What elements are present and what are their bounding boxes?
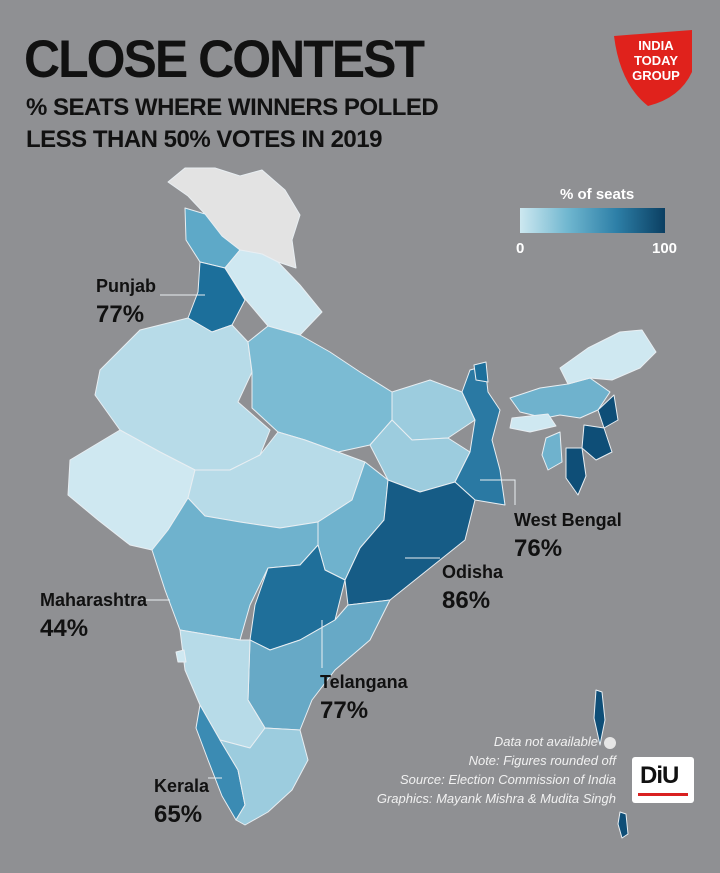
callout-value: 77% bbox=[320, 697, 369, 724]
legend-title: % of seats bbox=[560, 186, 635, 203]
callout-maharashtra: Maharashtra 44% bbox=[40, 590, 147, 643]
legend-max-label: 100 bbox=[652, 240, 678, 257]
region-odisha bbox=[344, 479, 476, 606]
legend-min-label: 0 bbox=[516, 240, 525, 257]
india-today-logo: INDIA TODAY GROUP bbox=[614, 30, 692, 106]
callout-state: West Bengal bbox=[514, 510, 622, 530]
logo-line-1: INDIA bbox=[638, 38, 674, 53]
region-bihar bbox=[391, 379, 476, 441]
diu-logo: DiU bbox=[632, 757, 694, 803]
region-meghalaya bbox=[509, 413, 557, 433]
footnotes: Data not available Note: Figures rounded… bbox=[377, 732, 616, 808]
graphics-credit: Graphics: Mayank Mishra & Mudita Singh bbox=[376, 791, 616, 806]
region-arunachal bbox=[559, 329, 657, 385]
region-goa bbox=[175, 649, 187, 663]
region-west-bengal bbox=[454, 365, 506, 506]
not-available-swatch bbox=[604, 736, 616, 749]
logo-line-2: TODAY bbox=[634, 53, 678, 68]
region-mizoram bbox=[565, 447, 587, 496]
region-nagaland bbox=[597, 394, 619, 429]
callout-state: Telangana bbox=[320, 672, 408, 692]
region-manipur bbox=[581, 424, 613, 461]
region-andaman-nicobar-south bbox=[617, 811, 629, 839]
callout-state: Punjab bbox=[96, 276, 157, 296]
region-tamil-nadu bbox=[219, 727, 309, 826]
callout-value: 86% bbox=[442, 587, 491, 614]
diu-logo-text: DiU bbox=[640, 762, 679, 789]
callout-value: 77% bbox=[96, 301, 145, 328]
subtitle: % SEATS WHERE WINNERS POLLED LESS THAN 5… bbox=[26, 92, 439, 156]
subtitle-line-1: % SEATS WHERE WINNERS POLLED bbox=[26, 94, 439, 121]
callout-odisha: Odisha 86% bbox=[442, 562, 503, 615]
callout-value: 65% bbox=[154, 801, 203, 828]
callout-state: Odisha bbox=[442, 562, 504, 582]
callout-state: Maharashtra bbox=[40, 590, 148, 610]
region-tripura bbox=[541, 431, 563, 471]
legend-gradient-bar bbox=[520, 208, 665, 233]
callout-state: Kerala bbox=[154, 776, 210, 796]
callout-kerala: Kerala 65% bbox=[154, 776, 209, 829]
region-andaman-nicobar bbox=[593, 689, 606, 746]
source-text: Source: Election Commission of India bbox=[399, 772, 616, 787]
callout-telangana: Telangana 77% bbox=[320, 672, 408, 725]
region-sikkim bbox=[473, 361, 489, 383]
note-text: Note: Figures rounded off bbox=[468, 753, 616, 768]
subtitle-line-2: LESS THAN 50% VOTES IN 2019 bbox=[26, 126, 382, 153]
logo-line-3: GROUP bbox=[632, 68, 680, 83]
not-available-legend: Data not available bbox=[377, 732, 616, 751]
callout-punjab: Punjab 77% bbox=[96, 276, 156, 329]
page-title: CLOSE CONTEST bbox=[24, 29, 425, 89]
leader-west-bengal bbox=[480, 479, 516, 505]
region-uttarakhand bbox=[224, 249, 323, 336]
region-uttar-pradesh bbox=[247, 325, 393, 453]
callout-value: 76% bbox=[514, 535, 563, 562]
callout-west-bengal: West Bengal 76% bbox=[514, 510, 622, 563]
not-available-label: Data not available bbox=[493, 734, 598, 749]
callout-value: 44% bbox=[40, 615, 89, 642]
diu-logo-underline bbox=[638, 793, 688, 796]
region-assam bbox=[509, 377, 611, 419]
